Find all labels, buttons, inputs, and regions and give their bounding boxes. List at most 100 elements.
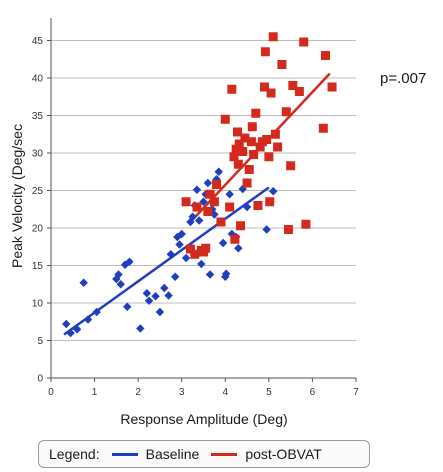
point-baseline-28 xyxy=(192,185,202,194)
x-axis-label: Response Amplitude (Deg) xyxy=(120,411,287,427)
x-tick-label-4: 4 xyxy=(223,387,229,398)
point-post-obvat-37 xyxy=(265,197,275,207)
y-tick-label-0: 0 xyxy=(37,374,43,385)
point-post-obvat-21 xyxy=(236,221,246,231)
y-tick-label-30: 30 xyxy=(32,149,44,160)
point-baseline-13 xyxy=(142,289,152,298)
point-post-obvat-47 xyxy=(294,87,304,96)
x-tick-label-1: 1 xyxy=(92,387,98,398)
point-baseline-23 xyxy=(177,229,186,239)
point-post-obvat-45 xyxy=(286,161,296,171)
point-baseline-38 xyxy=(214,167,223,176)
point-post-obvat-28 xyxy=(249,150,259,159)
legend-item-post-obvat: post-OBVAT xyxy=(211,446,322,462)
point-baseline-4 xyxy=(83,315,93,324)
p-value-annotation: p=.007 xyxy=(380,70,426,87)
y-tick-label-35: 35 xyxy=(32,111,44,122)
point-post-obvat-25 xyxy=(244,165,254,174)
y-axis-label: Peak Velocity (Deg/sec xyxy=(9,124,25,268)
point-baseline-5 xyxy=(92,307,101,317)
point-baseline-16 xyxy=(155,307,165,317)
point-post-obvat-33 xyxy=(260,82,269,92)
y-tick-label-40: 40 xyxy=(32,74,44,85)
y-tick-label-45: 45 xyxy=(32,36,44,47)
point-post-obvat-38 xyxy=(266,88,276,98)
point-post-obvat-11 xyxy=(216,217,226,227)
point-baseline-14 xyxy=(144,296,154,305)
point-baseline-48 xyxy=(262,225,271,234)
point-post-obvat-44 xyxy=(283,225,293,234)
point-baseline-3 xyxy=(79,278,88,287)
point-post-obvat-3 xyxy=(192,202,202,212)
point-baseline-0 xyxy=(62,319,71,329)
x-tick-label-0: 0 xyxy=(48,387,54,398)
point-baseline-26 xyxy=(188,212,197,221)
y-tick-label-10: 10 xyxy=(32,299,44,310)
point-baseline-6 xyxy=(112,274,121,284)
point-baseline-34 xyxy=(205,270,215,279)
point-baseline-42 xyxy=(225,190,234,199)
y-tick-label-25: 25 xyxy=(32,186,44,197)
point-post-obvat-40 xyxy=(270,129,280,139)
point-baseline-29 xyxy=(194,216,204,225)
point-post-obvat-27 xyxy=(247,122,257,132)
data-points xyxy=(62,32,337,338)
point-post-obvat-34 xyxy=(260,47,270,57)
point-baseline-18 xyxy=(164,291,173,300)
point-baseline-24 xyxy=(181,253,191,263)
point-baseline-19 xyxy=(166,250,176,259)
point-post-obvat-15 xyxy=(229,152,239,162)
point-post-obvat-24 xyxy=(242,178,252,188)
point-baseline-15 xyxy=(151,292,160,301)
point-post-obvat-23 xyxy=(240,133,250,143)
point-baseline-22 xyxy=(175,240,184,249)
point-post-obvat-14 xyxy=(227,84,237,94)
point-baseline-36 xyxy=(210,210,219,219)
point-post-obvat-13 xyxy=(225,202,235,212)
point-post-obvat-7 xyxy=(203,207,213,216)
point-baseline-39 xyxy=(218,238,228,248)
point-baseline-20 xyxy=(170,272,180,281)
point-baseline-10 xyxy=(123,302,132,311)
point-post-obvat-36 xyxy=(264,152,274,162)
point-baseline-47 xyxy=(242,202,252,212)
point-baseline-2 xyxy=(72,325,82,334)
point-post-obvat-18 xyxy=(232,127,242,137)
point-post-obvat-16 xyxy=(230,234,240,244)
post-obvat-line-swatch xyxy=(211,452,238,456)
point-baseline-11 xyxy=(125,257,134,266)
point-post-obvat-41 xyxy=(273,142,283,152)
y-tick-label-15: 15 xyxy=(32,261,44,272)
legend: Legend: Baseline post-OBVAT xyxy=(38,440,370,468)
point-post-obvat-9 xyxy=(209,197,219,207)
point-baseline-7 xyxy=(114,270,123,279)
point-post-obvat-43 xyxy=(281,107,291,117)
point-post-obvat-29 xyxy=(251,108,261,118)
point-post-obvat-39 xyxy=(268,32,278,42)
y-tick-label-5: 5 xyxy=(37,336,43,347)
point-post-obvat-8 xyxy=(205,189,215,199)
point-baseline-33 xyxy=(203,178,213,188)
point-post-obvat-2 xyxy=(190,249,200,259)
x-tick-label-6: 6 xyxy=(310,387,316,398)
legend-title: Legend: xyxy=(49,446,100,462)
point-post-obvat-35 xyxy=(262,135,272,144)
legend-label-baseline: Baseline xyxy=(145,446,200,462)
point-post-obvat-48 xyxy=(299,37,309,47)
point-post-obvat-31 xyxy=(255,142,265,152)
point-post-obvat-46 xyxy=(288,81,298,90)
point-baseline-21 xyxy=(173,232,182,242)
legend-item-baseline: Baseline xyxy=(111,446,200,462)
legend-label-post-obvat: post-OBVAT xyxy=(245,446,322,462)
point-post-obvat-26 xyxy=(246,137,256,147)
point-baseline-49 xyxy=(269,187,278,196)
grid-lines xyxy=(51,40,356,341)
point-baseline-8 xyxy=(116,280,125,289)
point-baseline-1 xyxy=(66,328,75,338)
point-post-obvat-6 xyxy=(201,243,211,253)
point-post-obvat-10 xyxy=(212,180,222,189)
axes xyxy=(47,18,357,382)
point-post-obvat-42 xyxy=(277,60,287,69)
point-baseline-31 xyxy=(199,197,208,206)
